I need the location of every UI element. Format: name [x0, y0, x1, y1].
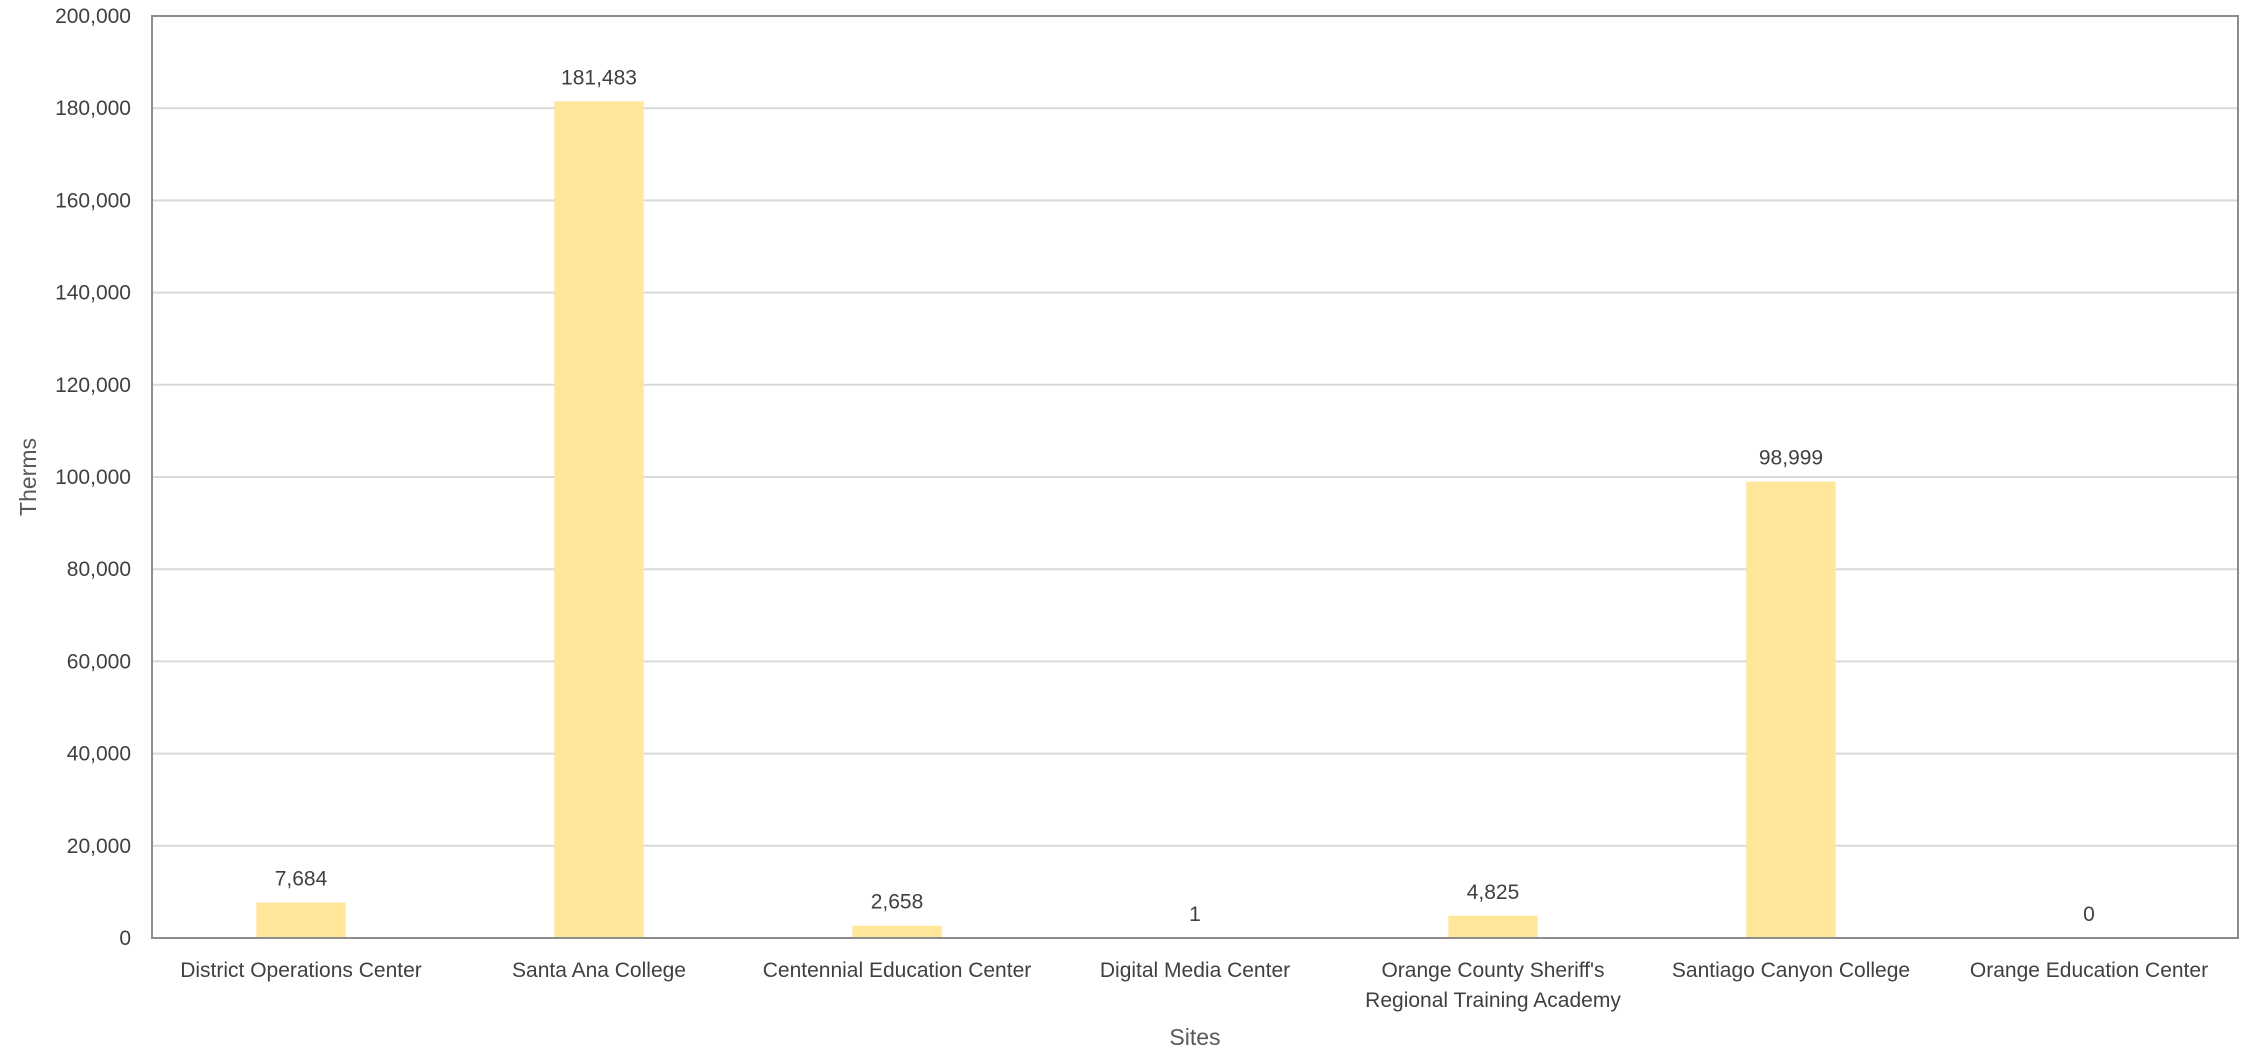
y-tick-label: 60,000	[67, 650, 131, 673]
y-tick-label: 80,000	[67, 558, 131, 581]
x-tick-label: Orange County Sheriff's Regional Training…	[1365, 959, 1621, 1012]
y-tick-label: 120,000	[55, 374, 131, 397]
data-label: 2,658	[871, 891, 924, 914]
y-tick-label: 200,000	[55, 5, 131, 28]
y-tick-label: 180,000	[55, 97, 131, 120]
x-axis-ticks: District Operations Center Santa Ana Coll…	[180, 959, 2208, 1012]
y-tick-label: 140,000	[55, 282, 131, 305]
bars	[256, 101, 1836, 938]
x-tick-label: Orange Education Center	[1970, 959, 2208, 982]
data-labels: 7,684 181,483 2,658 1 4,825 98,999 0	[275, 66, 2095, 926]
x-tick-label: District Operations Center	[180, 959, 422, 982]
plot-frame	[151, 15, 2239, 939]
y-tick-label: 0	[119, 927, 131, 950]
data-label: 1	[1189, 903, 1201, 926]
data-label: 4,825	[1467, 881, 1520, 904]
y-axis-title: Therms	[15, 438, 41, 516]
bar	[1448, 915, 1538, 938]
data-label: 0	[2083, 903, 2095, 926]
y-axis-ticks: 0 20,000 40,000 60,000 80,000 100,000 120,000 1…	[55, 5, 131, 950]
bar	[256, 902, 346, 938]
y-tick-label: 160,000	[55, 189, 131, 212]
y-tick-label: 20,000	[67, 835, 131, 858]
data-label: 98,999	[1759, 447, 1823, 470]
x-tick-label: Digital Media Center	[1100, 959, 1290, 982]
x-tick-label: Santiago Canyon College	[1672, 959, 1910, 982]
gridlines	[152, 107, 2238, 847]
x-tick-label: Santa Ana College	[512, 959, 686, 982]
x-tick-label: Centennial Education Center	[763, 959, 1032, 982]
data-label: 7,684	[275, 868, 328, 891]
x-axis-title: Sites	[1169, 1024, 1220, 1050]
y-tick-label: 100,000	[55, 466, 131, 489]
bar	[1746, 481, 1836, 938]
y-tick-label: 40,000	[67, 743, 131, 766]
bar	[554, 101, 644, 938]
bar	[852, 925, 942, 938]
data-label: 181,483	[561, 66, 637, 89]
